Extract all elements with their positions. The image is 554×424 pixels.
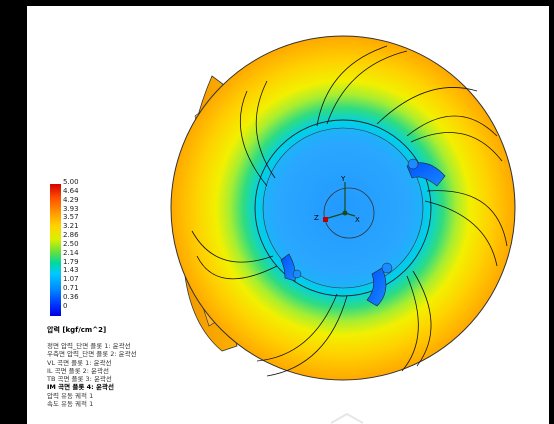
tick-label: 3.21 xyxy=(63,222,79,231)
impeller-blades xyxy=(191,45,508,377)
tick-label: 3.57 xyxy=(63,213,79,222)
inner-vane xyxy=(280,253,296,282)
tick-label: 1.79 xyxy=(63,257,79,266)
triad-x-label: X xyxy=(355,216,360,224)
plot-list-item[interactable]: 압력 유동 궤적 1 xyxy=(47,391,94,400)
graphics-viewport[interactable]: Y Z X 5.00 4.64 4.29 3.93 3.57 3.21 2.86… xyxy=(27,6,549,424)
plot-list-item[interactable]: TB 곡면 플롯 3: 윤곽선 xyxy=(47,375,112,384)
pressure-color-bar xyxy=(50,184,61,316)
inner-vane xyxy=(366,267,387,307)
vane-hole xyxy=(381,262,393,274)
tick-label: 4.29 xyxy=(63,195,79,204)
vane-hole xyxy=(407,158,419,170)
tick-label: 0.71 xyxy=(63,284,79,293)
plot-list-item[interactable]: 속도 유동 궤적 1 xyxy=(47,400,94,409)
tick-label: 5.00 xyxy=(63,178,79,186)
tick-label: 4.64 xyxy=(63,186,79,195)
inner-vane xyxy=(406,162,446,187)
tick-label: 1.07 xyxy=(63,275,79,284)
tick-label: 2.86 xyxy=(63,231,79,240)
triad-z-label: Z xyxy=(314,214,319,222)
plot-list-item[interactable]: VL 곡면 플롯 1: 윤곽선 xyxy=(47,358,112,367)
color-bar-ticks: 5.00 4.64 4.29 3.93 3.57 3.21 2.86 2.50 … xyxy=(63,178,79,311)
impeller-eye-ring xyxy=(254,119,432,297)
plot-list-item[interactable]: 우측면 압력_단면 플롯 2: 윤곽선 xyxy=(47,350,137,359)
tick-label: 2.50 xyxy=(63,239,79,248)
tick-label: 1.43 xyxy=(63,266,79,275)
plot-list-item-active[interactable]: IM 곡면 플롯 4: 윤곽선 xyxy=(47,383,114,392)
triad-y-label: Y xyxy=(340,175,346,183)
tick-label: 3.93 xyxy=(63,204,79,213)
vane-hole xyxy=(292,269,302,279)
plot-list-item[interactable]: 정면 압력_단면 플롯 1: 윤곽선 xyxy=(47,342,131,350)
tick-label: 2.14 xyxy=(63,248,79,257)
tick-label: 0 xyxy=(63,301,68,310)
watermark-mark-icon xyxy=(330,412,364,424)
plot-list[interactable]: 정면 압력_단면 플롯 1: 윤곽선 우측면 압력_단면 플롯 2: 윤곽선 V… xyxy=(47,342,137,408)
coordinate-triad-icon: Y Z X xyxy=(314,175,360,224)
impeller-pressure-plot[interactable]: Y Z X xyxy=(27,6,549,424)
plot-list-item[interactable]: IL 곡면 플롯 2: 윤곽선 xyxy=(47,366,109,375)
legend-unit-label: 압력 [kgf/cm^2] xyxy=(47,326,107,334)
tick-label: 0.36 xyxy=(63,292,79,301)
impeller-eye xyxy=(262,127,424,289)
hub-circle xyxy=(323,187,375,239)
